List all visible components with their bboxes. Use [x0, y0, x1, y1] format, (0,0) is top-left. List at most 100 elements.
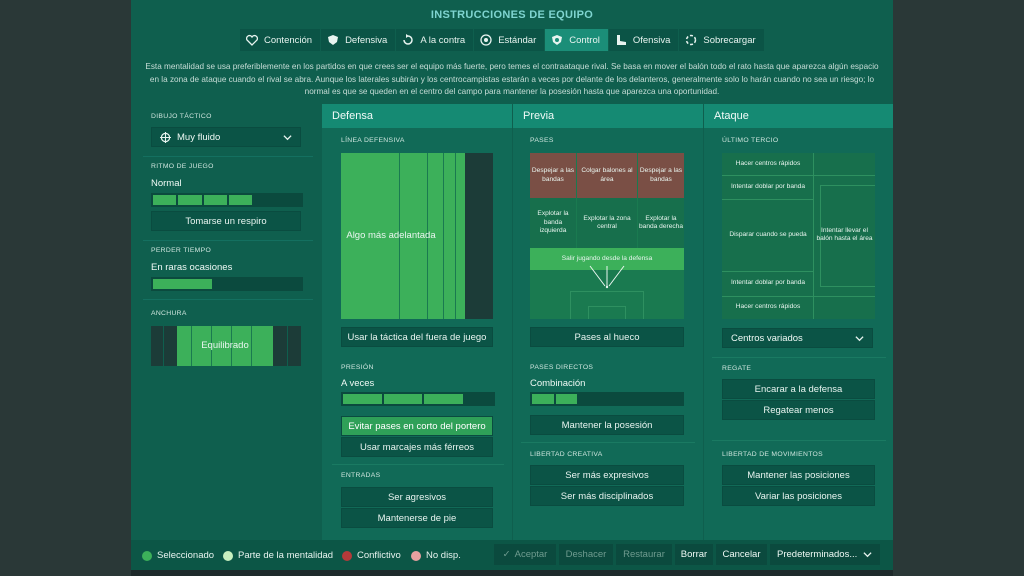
buildup-title: Previa — [513, 104, 703, 128]
fluid-icon — [160, 131, 171, 143]
legend-unavailable: No disp. — [411, 550, 461, 561]
undo-button[interactable]: Deshacer — [559, 544, 613, 565]
divider — [521, 442, 695, 443]
width-line — [251, 326, 252, 366]
tab-ofensiva[interactable]: Ofensiva — [608, 29, 680, 51]
defensive-line-value: Algo más adelantada — [346, 229, 436, 241]
counter-arrow-icon — [403, 34, 414, 45]
stay-on-feet-button[interactable]: Mantenerse de pie — [341, 508, 493, 528]
zone-clear-left[interactable]: Despejar a las bandas — [530, 153, 576, 198]
formation-dropdown[interactable]: Muy fluido — [151, 127, 301, 147]
tab-estandar[interactable]: Estándar — [474, 29, 546, 51]
final-third-label: ÚLTIMO TERCIO — [722, 137, 779, 144]
width-label: ANCHURA — [151, 310, 187, 317]
be-more-expressive-button[interactable]: Ser más expresivos — [530, 465, 684, 485]
slider-segment — [203, 195, 227, 205]
width-value: Equilibrado — [201, 339, 249, 351]
delete-button[interactable]: Borrar — [675, 544, 713, 565]
slider-segment — [153, 195, 177, 205]
goal-box — [588, 306, 626, 319]
background-left — [0, 0, 131, 576]
final-third-pitch[interactable]: Hacer centros rápidos Intentar doblar po… — [722, 153, 875, 319]
zone-early-crosses-top[interactable]: Hacer centros rápidos — [735, 159, 801, 167]
prevent-gk-distribution-button[interactable]: Evitar pases en corto del portero — [341, 416, 493, 436]
pitch-line — [399, 153, 400, 319]
press-slider[interactable] — [341, 392, 495, 406]
dribbling-label: REGATE — [722, 365, 752, 372]
width-line — [163, 326, 164, 366]
zone-cross-box[interactable]: Colgar balones al área — [576, 153, 638, 198]
offside-trap-button[interactable]: Usar la táctica del fuera de juego — [341, 327, 493, 347]
defensive-line-area — [341, 153, 465, 319]
pitch-line — [455, 153, 456, 319]
cancel-button[interactable]: Cancelar — [716, 544, 767, 565]
shield-icon — [328, 35, 339, 45]
width-line — [287, 326, 288, 366]
roam-from-positions-button[interactable]: Variar las posiciones — [722, 486, 875, 506]
zone-exploit-center[interactable]: Explotar la zona central — [576, 198, 638, 248]
hold-position-button[interactable]: Mantener las posiciones — [722, 465, 875, 485]
zone-shoot-on-sight[interactable]: Disparar cuando se pueda — [729, 230, 807, 238]
pitch-line — [443, 153, 444, 319]
movement-label: LIBERTAD DE MOVIMIENTOS — [722, 451, 823, 458]
run-at-defence-button[interactable]: Encarar a la defensa — [722, 379, 875, 399]
attack-title: Ataque — [704, 104, 893, 128]
tempo-slider[interactable] — [151, 193, 303, 207]
pass-arrows-icon — [589, 265, 625, 289]
pitch-line — [722, 199, 814, 200]
defensive-line-label: LÍNEA DEFENSIVA — [341, 137, 405, 144]
width-line — [211, 326, 212, 366]
divider — [712, 440, 886, 441]
chevron-down-icon — [855, 335, 864, 341]
creative-freedom-label: LIBERTAD CREATIVA — [530, 451, 603, 458]
zone-overlap-left[interactable]: Intentar doblar por banda — [730, 182, 806, 190]
crossing-dropdown[interactable]: Centros variados — [722, 328, 873, 348]
slider-segment — [424, 394, 463, 404]
accept-button[interactable]: ✓ Aceptar — [494, 544, 556, 565]
defensive-line-pitch[interactable]: Algo más adelantada — [341, 153, 493, 319]
passing-pitch[interactable]: Despejar a las bandas Colgar balones al … — [530, 153, 684, 319]
directness-slider[interactable] — [530, 392, 684, 406]
tab-contencion[interactable]: Contención — [240, 29, 322, 51]
zone-overlap-right[interactable]: Intentar doblar por banda — [730, 279, 806, 287]
dribble-less-button[interactable]: Regatear menos — [722, 400, 875, 420]
tab-a-la-contra[interactable]: A la contra — [396, 29, 475, 51]
presets-dropdown[interactable]: Predeterminados... — [770, 544, 880, 565]
divider — [143, 299, 313, 300]
legend-dot — [223, 550, 233, 561]
be-more-disciplined-button[interactable]: Ser más disciplinados — [530, 486, 684, 506]
tab-defensiva[interactable]: Defensiva — [321, 29, 397, 51]
timewasting-value: En raras ocasiones — [151, 262, 233, 273]
legend-dot — [411, 550, 421, 561]
formation-label: DIBUJO TÁCTICO — [151, 113, 212, 120]
tab-control[interactable]: Control — [545, 29, 609, 51]
zone-work-ball-into-box[interactable]: Intentar llevar el balón hasta el área — [816, 226, 873, 243]
ball-icon — [480, 34, 492, 46]
chevron-down-icon — [863, 552, 872, 558]
aggressive-tackling-button[interactable]: Ser agresivos — [341, 487, 493, 507]
zone-early-crosses-bottom[interactable]: Hacer centros rápidos — [735, 303, 801, 311]
timewasting-slider[interactable] — [151, 277, 303, 291]
legend-mentality: Parte de la mentalidad — [223, 550, 333, 561]
attack-panel: Ataque ÚLTIMO TERCIO Hacer centros rápid… — [704, 104, 893, 540]
retain-possession-button[interactable]: Mantener la posesión — [530, 415, 684, 435]
through-balls-button[interactable]: Pases al hueco — [530, 327, 684, 347]
zone-exploit-right[interactable]: Explotar la banda derecha — [638, 198, 684, 248]
heart-shield-icon — [246, 34, 258, 46]
restore-button[interactable]: Restaurar — [616, 544, 672, 565]
zone-clear-right[interactable]: Despejar a las bandas — [638, 153, 684, 198]
zone-play-out-defence[interactable]: Salir jugando desde la defensa — [530, 248, 684, 270]
slider-segment — [532, 394, 554, 404]
tighter-marking-button[interactable]: Usar marcajes más férreos — [341, 437, 493, 457]
pitch-line — [722, 175, 875, 176]
tab-sobrecargar[interactable]: Sobrecargar — [679, 29, 765, 51]
width-pitch[interactable]: Equilibrado — [151, 326, 301, 366]
slider-segment — [555, 394, 577, 404]
width-selected-area — [177, 326, 273, 366]
slow-down-button[interactable]: Tomarse un respiro — [151, 211, 301, 231]
slider-segment — [228, 195, 252, 205]
penalty-box — [570, 291, 644, 319]
defense-title: Defensa — [322, 104, 512, 128]
zone-exploit-left[interactable]: Explotar la banda izquierda — [530, 198, 576, 248]
tackling-label: ENTRADAS — [341, 472, 381, 479]
